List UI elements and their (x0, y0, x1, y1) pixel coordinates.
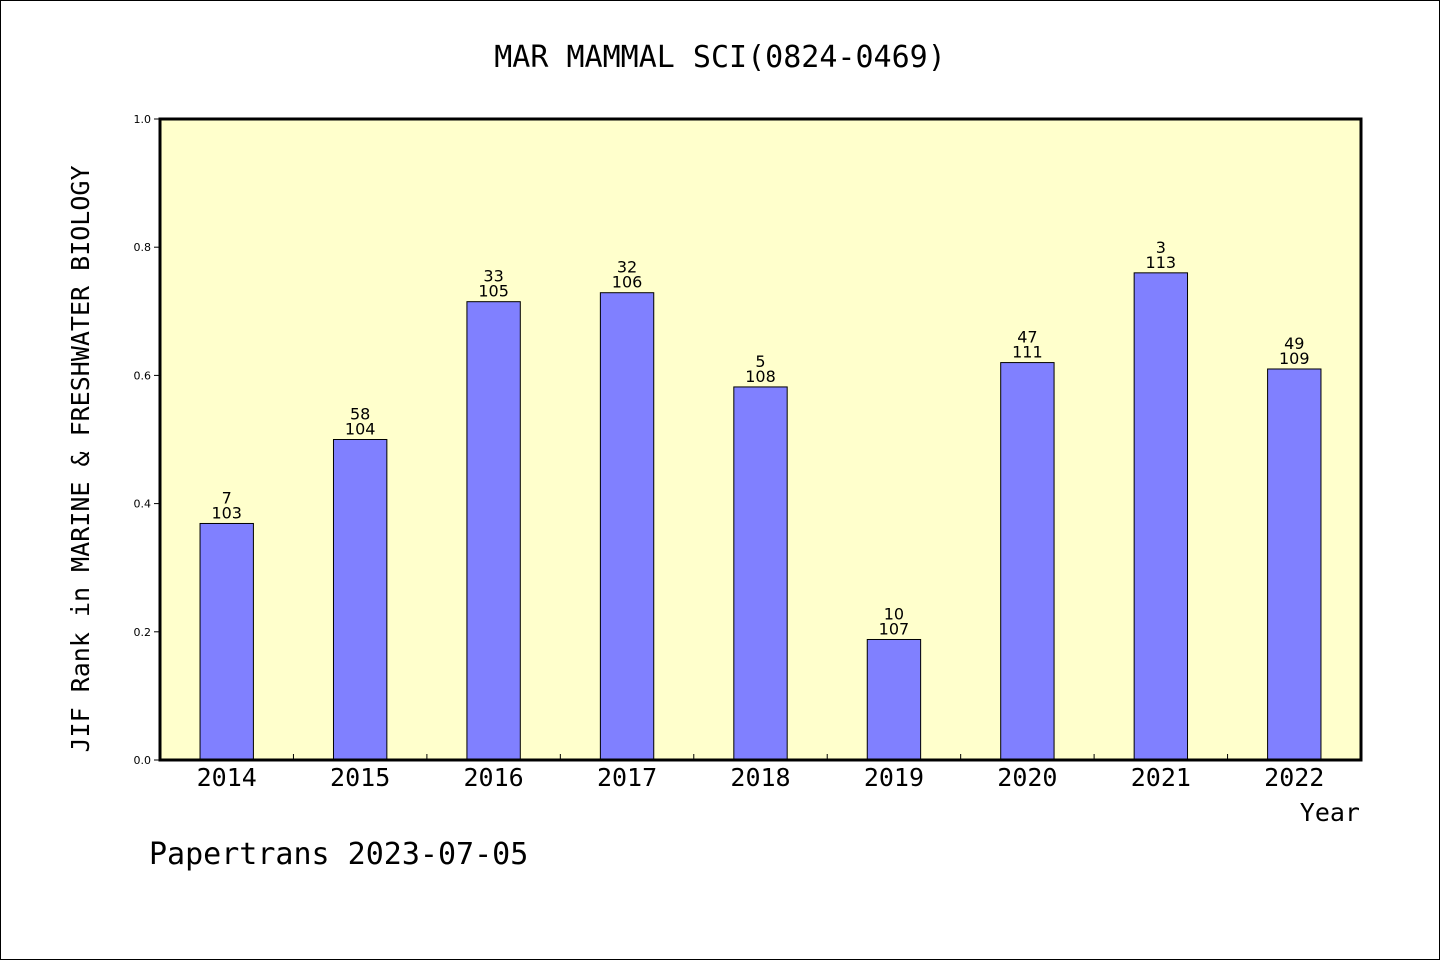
bar-total-label: 108 (745, 367, 776, 386)
bar-2016 (466, 301, 521, 761)
bar-total-label: 105 (478, 282, 509, 301)
bar-total-label: 103 (211, 503, 242, 522)
bar-2015 (332, 439, 388, 761)
bar-total-label: 113 (1146, 253, 1177, 272)
chart-title: MAR MAMMAL SCI(0824-0469) (494, 40, 946, 75)
bar-2017 (599, 292, 655, 761)
x-tick-label: 2022 (1264, 763, 1324, 792)
bar-rank-label: 5 (755, 352, 765, 371)
x-tick-label: 2016 (464, 763, 524, 792)
bar-2014 (199, 522, 254, 761)
plot-frame (158, 117, 1363, 762)
y-tick-label: 0.6 (134, 369, 152, 382)
x-tick-label: 2021 (1131, 763, 1191, 792)
x-tick-label: 2020 (997, 763, 1057, 792)
x-tick-label: 2019 (864, 763, 924, 792)
bar-total-label: 109 (1279, 349, 1310, 368)
y-tick-label: 0.8 (134, 241, 152, 254)
axes-group: 2014 2015 2016 2017 2018 2019 2020 2021 2022 0.0 0… (134, 113, 1325, 792)
y-axis-label: JIF Rank in MARINE & FRESHWATER BIOLOGY (66, 166, 95, 753)
x-tick-label: 2014 (197, 763, 257, 792)
bar-total-label: 106 (612, 273, 643, 292)
x-tick-label: 2017 (597, 763, 657, 792)
bar-total-label: 107 (879, 619, 910, 638)
x-tick-label: 2015 (330, 763, 390, 792)
bar-2018 (733, 386, 788, 761)
x-tick-label: 2018 (730, 763, 790, 792)
bar-rank-label: 47 (1017, 328, 1037, 347)
bar-2022 (1267, 368, 1322, 761)
y-tick-label: 0.2 (134, 626, 152, 639)
bar-total-label: 111 (1012, 343, 1043, 362)
bar-2020 (1000, 362, 1055, 761)
y-tick-label: 0.0 (134, 754, 152, 767)
bar-rank-label: 7 (222, 488, 232, 507)
y-tick-label: 1.0 (134, 113, 152, 126)
y-tick-label: 0.4 (134, 498, 152, 511)
bar-2021 (1133, 272, 1189, 761)
x-axis-label: Year (1300, 798, 1360, 827)
bar-rank-label: 10 (884, 604, 904, 623)
bar-rank-label: 3 (1156, 238, 1166, 257)
bar-rank-label: 58 (350, 405, 370, 424)
bar-rank-label: 33 (483, 267, 503, 286)
footer-credit: Papertrans 2023-07-05 (149, 837, 528, 872)
bar-total-label: 104 (345, 420, 376, 439)
bar-rank-label: 32 (617, 258, 637, 277)
bar-2019 (866, 638, 922, 761)
bar-rank-label: 49 (1284, 334, 1304, 353)
bars-group (199, 272, 1322, 761)
